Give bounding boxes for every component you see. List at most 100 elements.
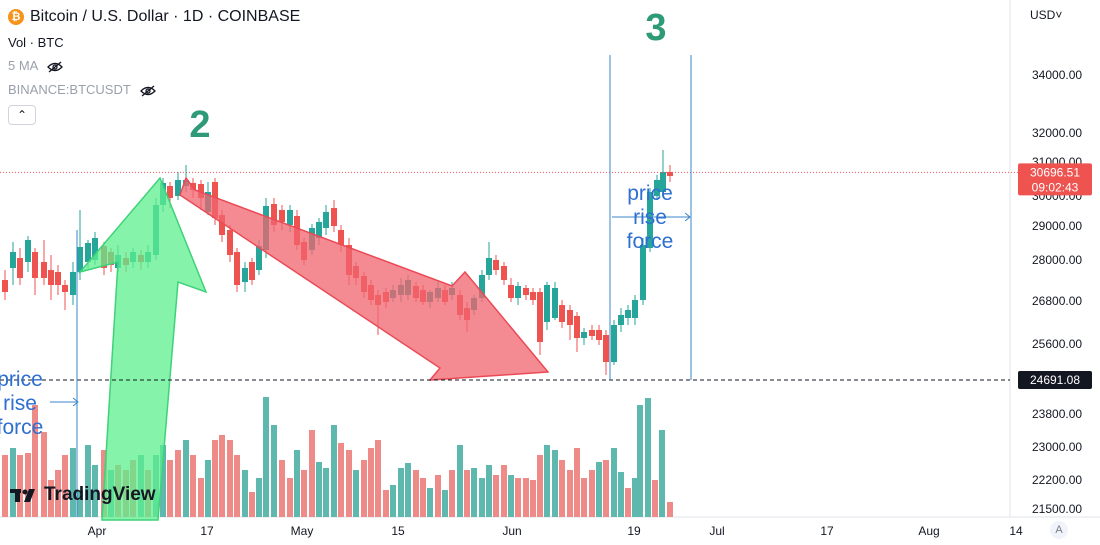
volume-bar <box>205 460 211 517</box>
candle-body <box>552 288 558 318</box>
volume-bar <box>55 470 61 517</box>
price-tick-label: 23000.00 <box>1032 440 1082 454</box>
candle-body <box>667 172 673 176</box>
volume-bar <box>611 448 617 517</box>
eye-hidden-icon[interactable] <box>140 85 157 97</box>
wave-label-2: 2 <box>189 104 210 146</box>
candle-body <box>618 315 624 325</box>
volume-bar <box>618 472 624 517</box>
candle <box>486 242 492 280</box>
currency-selector[interactable]: USD˅ <box>1030 8 1062 22</box>
eye-hidden-icon[interactable] <box>47 61 64 73</box>
range-arrowhead <box>72 397 79 407</box>
support-price-text: 24691.08 <box>1030 373 1080 387</box>
ma-label: 5 MA <box>8 58 38 73</box>
volume-bar <box>544 445 550 517</box>
volume-bar <box>493 475 499 517</box>
compare-symbol-label: BINANCE:BTCUSDT <box>8 82 131 97</box>
candle-body <box>523 288 529 295</box>
candle-body <box>10 252 16 268</box>
volume-legend[interactable]: Vol · BTC <box>8 35 64 50</box>
candle <box>596 325 602 345</box>
price-tick-label: 28000.00 <box>1032 253 1082 267</box>
candle <box>581 328 587 345</box>
bitcoin-icon: ₿ <box>8 9 24 25</box>
candle-body <box>567 310 573 325</box>
volume-bar <box>471 468 477 517</box>
volume-bar <box>2 455 8 517</box>
support-price-label: 24691.08 <box>1018 371 1092 389</box>
volume-bar <box>464 470 470 517</box>
volume-bar <box>589 470 595 517</box>
volume-bar <box>457 445 463 517</box>
volume-bar <box>508 475 514 517</box>
volume-bar <box>25 453 31 517</box>
volume-bar <box>167 460 173 517</box>
candle <box>552 282 558 320</box>
candle-body <box>515 286 521 298</box>
candle-body <box>647 192 653 248</box>
price-tick-label: 22200.00 <box>1032 473 1082 487</box>
last-price-text: 30696.51 <box>1030 165 1080 179</box>
candle-body <box>632 300 638 318</box>
candle-body <box>17 258 23 278</box>
symbol-title[interactable]: Bitcoin / U.S. Dollar · 1D · COINBASE <box>30 8 301 25</box>
compare-legend[interactable]: BINANCE:BTCUSDT <box>8 82 157 97</box>
red-arrow-annotation <box>179 176 550 381</box>
candle-body <box>32 252 38 278</box>
candle-body <box>271 204 277 225</box>
candle <box>567 305 573 340</box>
volume-bar <box>659 430 665 517</box>
time-tick-label: Jul <box>709 524 724 538</box>
candle <box>175 172 181 200</box>
volume-bar <box>435 475 441 517</box>
volume-bar <box>62 455 68 517</box>
candle <box>530 288 536 305</box>
volume-bar <box>249 492 255 517</box>
time-tick-label: 15 <box>391 524 405 538</box>
volume-bar <box>442 490 448 517</box>
time-tick-label: Aug <box>918 524 939 538</box>
volume-bar <box>405 463 411 517</box>
volume-bar <box>271 425 277 517</box>
tradingview-logo-icon <box>10 489 35 502</box>
candle <box>25 236 31 272</box>
candle-body <box>62 285 68 292</box>
candle <box>41 240 47 285</box>
candle <box>640 238 646 305</box>
price-tick-label: 21500.00 <box>1032 502 1082 516</box>
volume-bar <box>530 480 536 517</box>
volume-bar <box>41 432 47 517</box>
tradingview-logo-text: TradingView <box>44 484 156 505</box>
volume-bar <box>383 490 389 517</box>
candle-body <box>611 325 617 362</box>
volume-bar <box>413 470 419 517</box>
countdown-text: 09:02:43 <box>1032 180 1079 194</box>
volume-bar <box>652 480 658 517</box>
candle-body <box>331 208 337 226</box>
candle <box>632 295 638 325</box>
candle-body <box>486 258 492 275</box>
volume-bar <box>398 468 404 517</box>
volume-bar <box>227 440 233 517</box>
volume-bar <box>234 455 240 517</box>
candle <box>523 285 529 300</box>
candle-body <box>41 262 47 278</box>
price-tick-label: 34000.00 <box>1032 68 1082 82</box>
candle-body <box>77 247 83 272</box>
price-tick-label: 32000.00 <box>1032 126 1082 140</box>
candle-body <box>530 292 536 300</box>
auto-scale-button[interactable]: A <box>1050 521 1068 539</box>
volume-bar <box>32 405 38 517</box>
ma-legend[interactable]: 5 MA <box>8 58 64 73</box>
candle-body <box>85 243 91 262</box>
candle-body <box>479 275 485 298</box>
candle-body <box>279 210 285 222</box>
collapse-legend-button[interactable]: ⌃ <box>8 105 36 125</box>
candle-body <box>219 215 225 235</box>
volume-bar <box>323 468 329 517</box>
volume-bar <box>632 478 638 517</box>
candle-body <box>48 270 54 285</box>
volume-bar <box>361 460 367 517</box>
